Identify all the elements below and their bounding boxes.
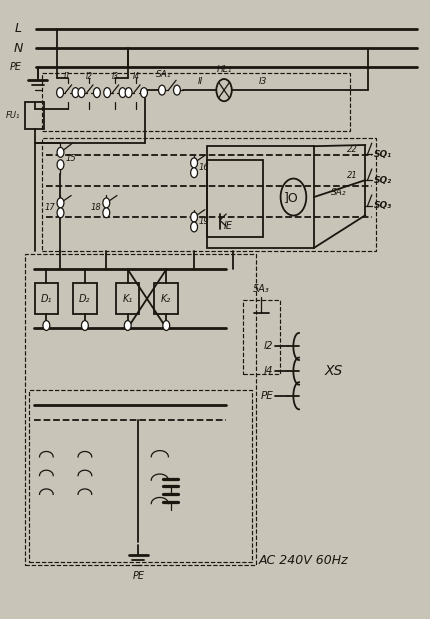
Bar (73, 284, 96, 314)
Circle shape (190, 158, 197, 168)
Text: N: N (14, 41, 23, 54)
Text: PE: PE (132, 571, 144, 581)
Bar (206, 160, 262, 237)
Text: SA₁: SA₁ (156, 70, 172, 79)
Circle shape (103, 198, 110, 208)
Text: SQ₂: SQ₂ (373, 176, 391, 184)
Circle shape (72, 88, 79, 98)
Text: D₂: D₂ (79, 294, 90, 304)
Text: 15: 15 (65, 154, 76, 163)
Circle shape (57, 147, 64, 157)
Text: I2: I2 (86, 72, 92, 82)
Circle shape (93, 88, 100, 98)
Circle shape (56, 88, 63, 98)
Bar (154, 284, 178, 314)
Text: HL₁: HL₁ (216, 65, 231, 74)
Circle shape (173, 85, 180, 95)
Bar (25, 102, 44, 129)
Circle shape (125, 88, 132, 98)
Bar (34, 284, 58, 314)
Circle shape (104, 88, 111, 98)
Text: IE: IE (224, 222, 233, 232)
Text: AC 240V 60Hz: AC 240V 60Hz (258, 555, 347, 568)
Circle shape (190, 212, 197, 222)
Circle shape (78, 88, 85, 98)
Text: SA₂: SA₂ (330, 188, 346, 197)
Text: SQ₁: SQ₁ (373, 150, 391, 158)
Bar (206, 146, 313, 248)
Text: K₂: K₂ (161, 294, 171, 304)
Text: I3: I3 (111, 72, 118, 82)
Text: K₁: K₁ (122, 294, 132, 304)
Circle shape (103, 208, 110, 218)
Text: I1: I1 (64, 72, 71, 82)
Text: I3: I3 (258, 77, 266, 86)
Circle shape (190, 222, 197, 232)
Circle shape (158, 85, 165, 95)
Bar (25, 254, 255, 565)
Circle shape (140, 88, 147, 98)
Circle shape (190, 168, 197, 178)
Bar (116, 284, 139, 314)
Bar (243, 300, 279, 374)
Circle shape (119, 88, 126, 98)
Text: II: II (197, 77, 203, 86)
Text: 18: 18 (90, 203, 101, 212)
Text: PE: PE (260, 391, 273, 400)
Text: l2: l2 (263, 342, 273, 352)
Circle shape (43, 321, 50, 331)
Circle shape (57, 208, 64, 218)
Text: 16: 16 (198, 163, 209, 172)
Text: FU₁: FU₁ (6, 111, 20, 120)
Circle shape (81, 321, 88, 331)
Circle shape (57, 198, 64, 208)
Text: D₁: D₁ (40, 294, 52, 304)
Text: 21: 21 (346, 171, 357, 180)
Circle shape (124, 321, 131, 331)
Text: L: L (15, 22, 22, 35)
Text: 22: 22 (346, 145, 357, 154)
Text: l4: l4 (263, 366, 273, 376)
Text: 19: 19 (198, 217, 209, 227)
Text: 17: 17 (44, 203, 55, 212)
Bar (42, 138, 375, 251)
Text: 5A₃: 5A₃ (252, 284, 269, 294)
Text: PE: PE (9, 63, 22, 72)
Bar (42, 74, 350, 131)
Text: I4: I4 (132, 72, 139, 82)
Text: ]O: ]O (283, 191, 298, 204)
Circle shape (57, 160, 64, 170)
Text: SQ₃: SQ₃ (373, 201, 391, 210)
Circle shape (163, 321, 169, 331)
Text: XS: XS (324, 364, 342, 378)
Bar (29, 389, 251, 562)
